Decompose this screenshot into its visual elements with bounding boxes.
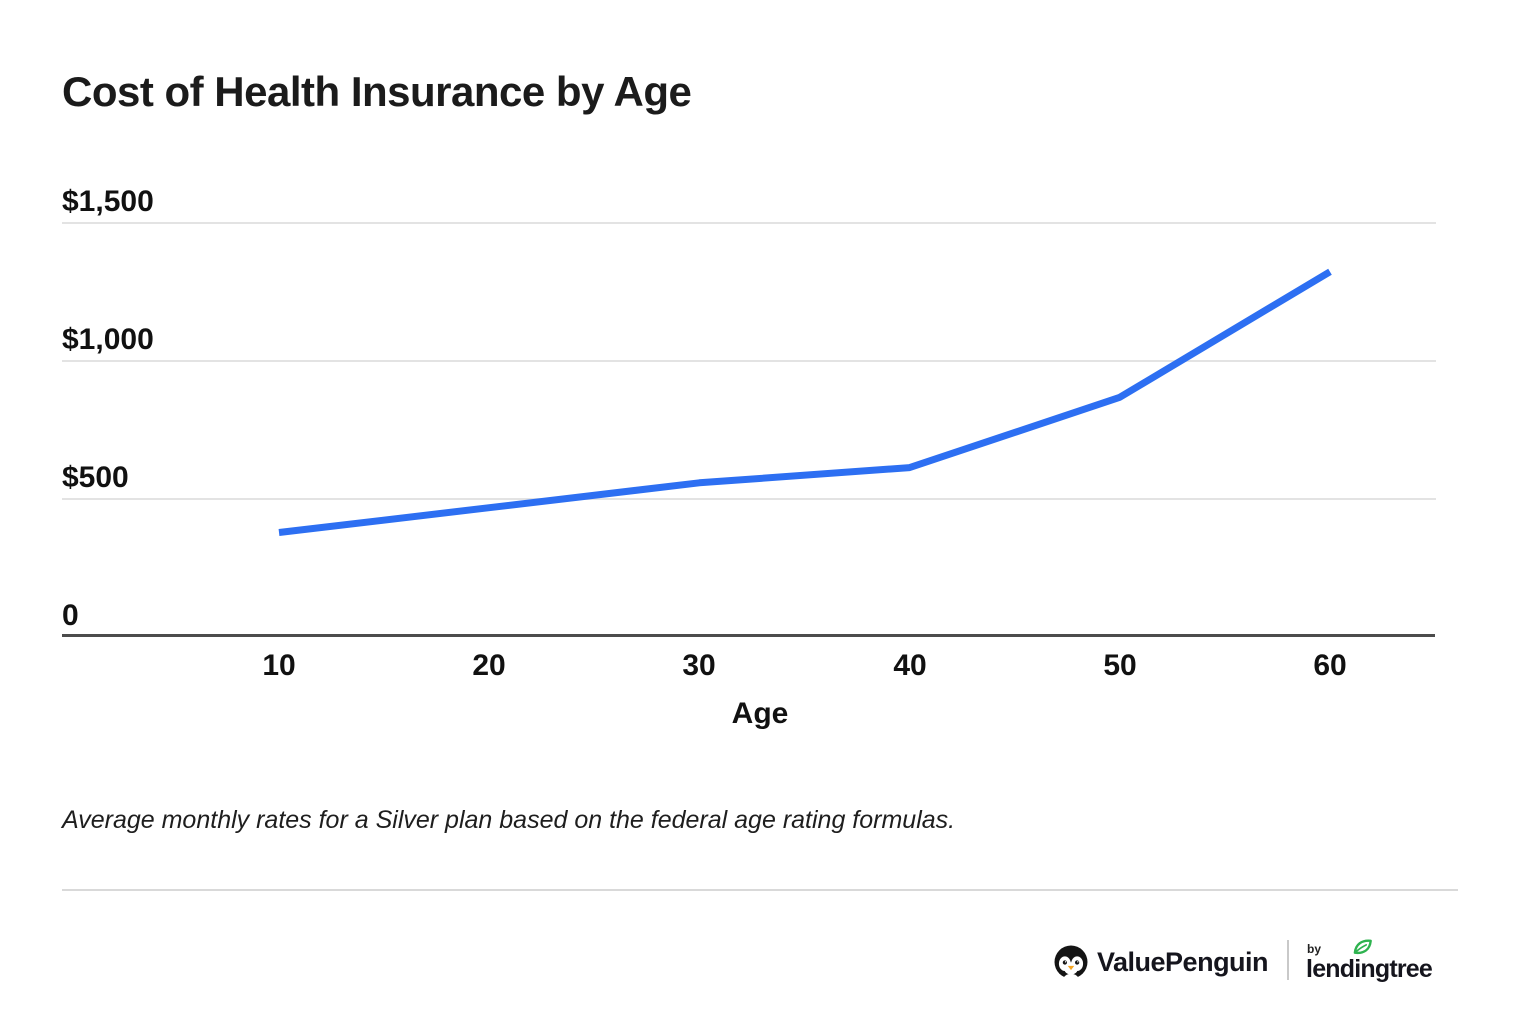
valuepenguin-wordmark: ValuePenguin <box>1097 946 1269 977</box>
y-tick-label: $1,500 <box>62 185 154 218</box>
x-axis-line <box>62 634 1435 637</box>
x-tick-label: 20 <box>472 649 506 682</box>
footer-brand-lockup: ValuePenguin by lendingtree <box>1054 936 1433 988</box>
lendingtree-leaf-icon <box>1353 939 1372 955</box>
footer-divider <box>62 889 1458 891</box>
valuepenguin-penguin-icon <box>1054 945 1088 979</box>
brand-separator <box>1287 940 1290 980</box>
x-tick-label: 10 <box>262 649 296 682</box>
y-tick-label: $1,000 <box>62 323 154 356</box>
y-tick-label: 0 <box>62 599 79 632</box>
y-tick-label: $500 <box>62 461 129 494</box>
x-axis-title: Age <box>731 697 789 730</box>
lendingtree-wordmark: lendingtree <box>1306 955 1433 983</box>
gridline-$1,500 <box>62 222 1436 224</box>
data-line <box>278 268 1332 536</box>
x-tick-label: 60 <box>1313 649 1347 682</box>
x-tick-label: 40 <box>893 649 927 682</box>
lendingtree-lockup: by lendingtree <box>1306 939 1433 983</box>
gridline-$500 <box>62 498 1436 500</box>
x-tick-label: 30 <box>682 649 716 682</box>
by-label: by <box>1307 942 1322 956</box>
chart-title: Cost of Health Insurance by Age <box>62 68 692 115</box>
gridline-$1,000 <box>62 360 1436 362</box>
x-tick-label: 50 <box>1103 649 1137 682</box>
chart-caption: Average monthly rates for a Silver plan … <box>62 806 956 834</box>
